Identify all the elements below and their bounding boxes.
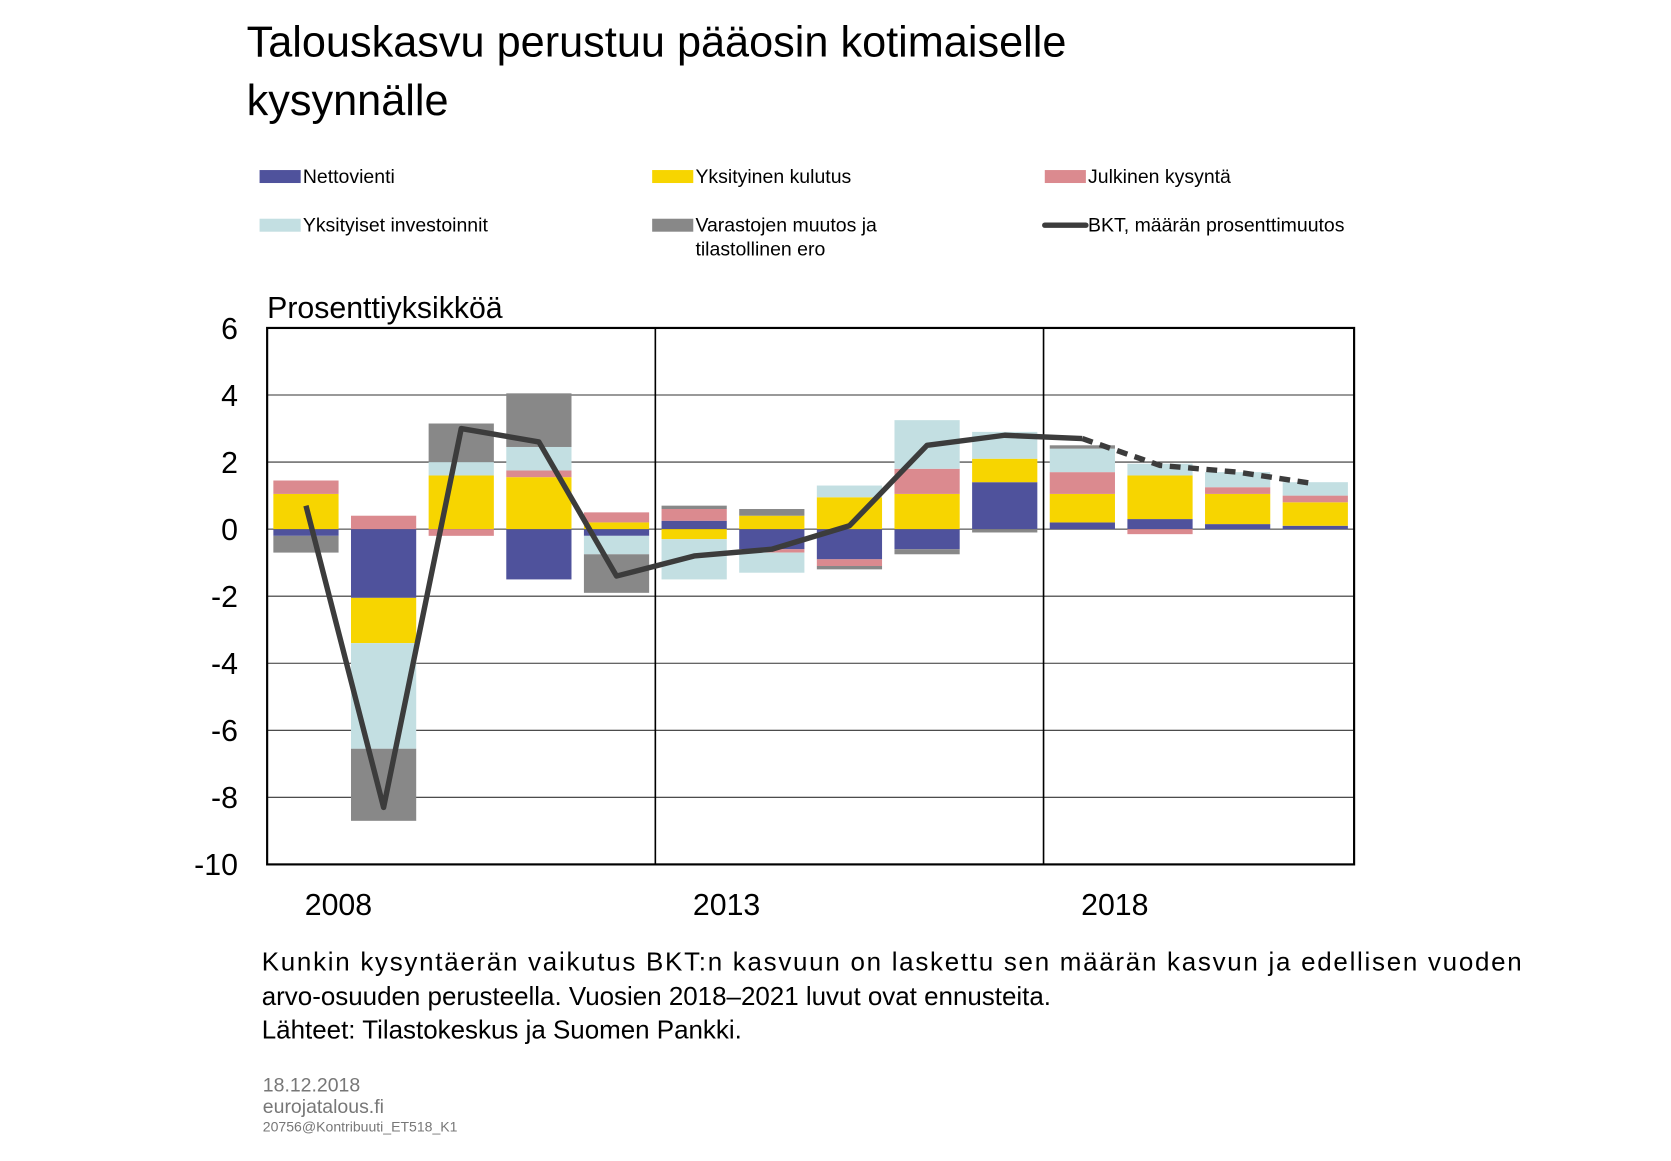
gdp-line: [303, 425, 1083, 811]
legend-label: Varastojen muutos ja tilastollinen ero: [695, 214, 877, 260]
y-tick-label: -10: [194, 849, 238, 882]
bar-segment: [661, 520, 727, 530]
bar-segment: [1282, 495, 1348, 503]
bar-segment: [894, 493, 960, 530]
legend-swatch: [652, 170, 694, 184]
bar-segment: [583, 529, 650, 536]
bar-segment: [816, 485, 883, 498]
y-tick-label: -6: [211, 715, 238, 748]
bar-segment: [273, 529, 339, 536]
legend-item: Julkinen kysyntä: [1088, 165, 1231, 188]
y-axis-label: Prosenttiyksikköä: [267, 292, 503, 325]
legend-item: Yksityiset investoinnit: [302, 214, 488, 237]
bar-segment: [661, 505, 727, 510]
bar-segment: [894, 529, 960, 550]
bar-segment: [1205, 524, 1271, 530]
legend-swatch: [259, 218, 301, 232]
note: Lähteet: Tilastokeskus ja Suomen Pankki.: [262, 1017, 742, 1045]
bar-segment: [1127, 519, 1193, 530]
legend-swatch: [259, 170, 301, 184]
legend-label: Yksityinen kulutus: [695, 165, 852, 188]
note: arvo-osuuden perusteella. Vuosien 2018–2…: [262, 983, 1051, 1011]
bar-segment: [583, 522, 650, 530]
bar-segment: [583, 512, 650, 523]
gdp-line: [1081, 436, 1316, 487]
y-tick-label: -4: [211, 648, 238, 681]
legend-item: Yksityinen kulutus: [695, 165, 852, 188]
bar-segment: [350, 529, 417, 598]
plot-frame: [266, 326, 1356, 866]
bar-segment: [1127, 463, 1193, 476]
bar-segment: [1049, 493, 1115, 523]
footer-date: 18.12.2018: [263, 1075, 360, 1097]
chart-title: kysynnälle: [247, 77, 449, 125]
legend-item: BKT, määrän prosenttimuutos: [1088, 214, 1345, 237]
bar-segment: [1205, 487, 1271, 494]
legend-item: Nettovienti: [302, 165, 395, 188]
bar-segment: [1049, 522, 1115, 530]
y-tick-label: 0: [221, 514, 238, 547]
bar-segment: [972, 529, 1038, 533]
legend-item: Varastojen muutos ja tilastollinen ero: [695, 214, 877, 260]
footer-code: 20756@Kontribuuti_ET518_K1: [263, 1119, 458, 1135]
y-tick-label: 2: [221, 447, 238, 480]
bar-segment: [506, 529, 572, 580]
bar-segment: [1205, 472, 1271, 488]
bar-segment: [1127, 475, 1193, 520]
y-tick-label: -2: [211, 581, 238, 614]
bar-segment: [972, 482, 1038, 530]
bar-segment: [1049, 472, 1115, 494]
legend-label: BKT, määrän prosenttimuutos: [1088, 214, 1345, 237]
bar-segment: [661, 509, 727, 521]
bar-segment: [739, 552, 805, 573]
bar-segment: [1282, 482, 1348, 496]
y-tick-label: -8: [211, 782, 238, 815]
bar-segment: [506, 446, 572, 471]
bar-segment: [506, 477, 572, 530]
bar-segment: [972, 458, 1038, 483]
bar-segment: [894, 549, 960, 555]
bar-segment: [739, 529, 805, 550]
bar-segment: [273, 535, 339, 553]
bar-segment: [1049, 445, 1115, 449]
bar-segment: [350, 597, 417, 644]
bar-segment: [816, 566, 883, 570]
bar-segment: [428, 462, 494, 476]
bar-segment: [1205, 493, 1271, 525]
bar-segment: [739, 509, 805, 516]
chart-title: Talouskasvu perustuu pääosin kotimaisell…: [247, 18, 1067, 66]
bar-segment: [428, 475, 494, 530]
y-tick-label: 6: [221, 313, 238, 346]
bar-segment: [816, 559, 883, 567]
legend-swatch: [1044, 170, 1086, 184]
bar-segment: [273, 480, 339, 494]
bar-segment: [428, 529, 494, 536]
bar-segment: [1282, 525, 1348, 530]
x-tick-label: 2018: [1081, 889, 1148, 922]
legend-swatch: [652, 218, 694, 232]
x-tick-label: 2008: [305, 889, 372, 922]
bar-segment: [661, 529, 727, 540]
bar-segment: [350, 515, 417, 530]
bar-segment: [1127, 529, 1193, 535]
bar-segment: [739, 515, 805, 530]
note: Kunkin kysyntäerän vaikutus BKT:n kasvuu…: [262, 948, 1522, 976]
x-tick-label: 2013: [693, 889, 760, 922]
bar-segment: [894, 468, 960, 494]
bar-segment: [506, 470, 572, 478]
footer-site: eurojatalous.fi: [263, 1096, 384, 1118]
legend-label: Nettovienti: [302, 165, 395, 188]
bar-segment: [1282, 502, 1348, 526]
y-tick-label: 4: [221, 380, 238, 413]
legend-label: Julkinen kysyntä: [1088, 165, 1231, 188]
bar-segment: [1049, 448, 1115, 473]
legend-label: Yksityiset investoinnit: [302, 214, 488, 237]
